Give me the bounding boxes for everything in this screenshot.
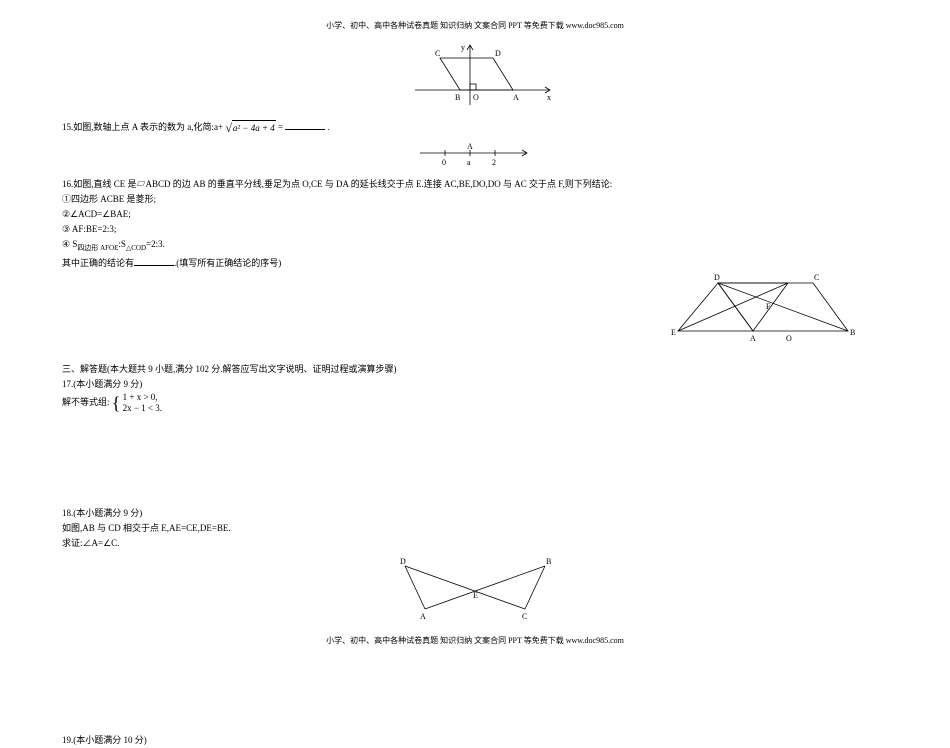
label-B: B [546,557,551,566]
q17-l1: 17.(本小题满分 9 分) [62,377,888,391]
q15-eq: = [278,122,283,132]
page-content: C D B O A x y 15.如图,数轴上点 A 表示的数为 a,化简:a+… [62,36,888,748]
figure-triangles: D B A C E [62,554,888,624]
label-A: A [467,142,473,151]
section3-heading: 三、解答题(本大题共 9 小题,满分 102 分.解答应写出文字说明、证明过程或… [62,362,888,376]
label-C: C [814,273,819,282]
label-x: x [547,93,551,102]
label-C: C [435,49,440,58]
label-A: A [513,93,519,102]
figure-parallelogram: C D B O A x y [62,40,888,112]
label-C: C [522,612,527,621]
tick-2: 2 [492,158,496,167]
q18-l1: 18.(本小题满分 9 分) [62,506,888,520]
sqrt-icon: √a² − 4a + 4 [225,120,275,135]
blank-fill [134,256,174,266]
q15-prefix: 15.如图,数轴上点 A 表示的数为 a,化简:a+ [62,122,223,132]
tick-a: a [467,158,471,167]
label-A: A [750,334,756,343]
q16-l4: ③ AF:BE=2:3; [62,222,888,236]
brace-icon: { [112,398,121,408]
label-D: D [714,273,720,282]
label-O: O [473,93,479,102]
q18-l2: 如图,AB 与 CD 相交于点 E,AE=CE,DE=BE. [62,521,888,535]
label-A: A [420,612,426,621]
q15-suffix: . [328,122,330,132]
q16-l5: ④ S四边形 AFOE:S△COD=2:3. [62,237,888,255]
q18-l3: 求证:∠A=∠C. [62,536,888,550]
q16-l2: ①四边形 ACBE 是菱形; [62,192,888,206]
blank-fill [285,120,325,130]
label-D: D [495,49,501,58]
figure-rhombus: D C E A O B F [668,271,858,351]
q17-l2: 解不等式组: { 1 + x > 0, 2x − 1 < 3. [62,392,888,414]
label-D: D [400,557,406,566]
tick-0: 0 [442,158,446,167]
q16-l6: 其中正确的结论有.(填写所有正确结论的序号) [62,256,888,270]
label-B: B [455,93,460,102]
q15-text: 15.如图,数轴上点 A 表示的数为 a,化简:a+ √a² − 4a + 4 … [62,120,888,135]
q16-l1: 16.如图,直线 CE 是▱ABCD 的边 AB 的垂直平分线,垂足为点 O,C… [62,177,888,191]
label-F: F [766,302,771,311]
label-y: y [461,43,465,52]
label-O: O [786,334,792,343]
q16-l3: ②∠ACD=∠BAE; [62,207,888,221]
label-E: E [473,591,478,600]
label-E: E [671,328,676,337]
figure-numberline: A 0 a 2 [62,139,888,169]
page-header: 小学、初中、高中各种试卷真题 知识归纳 文案合同 PPT 等免费下载 www.d… [0,20,950,31]
q19-l1: 19.(本小题满分 10 分) [62,733,888,747]
label-B: B [850,328,855,337]
